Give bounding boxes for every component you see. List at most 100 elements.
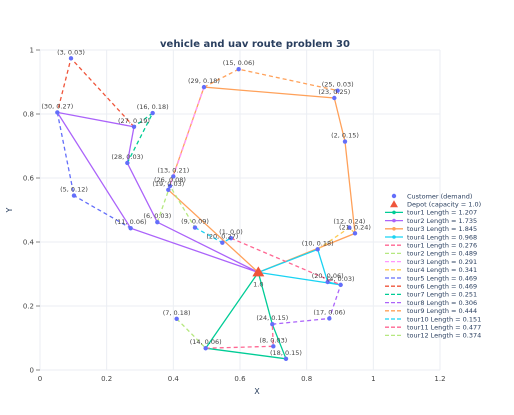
customer-point	[150, 110, 155, 116]
customer-label: (20, 0.06)	[312, 272, 344, 280]
customer-label: (19, 0.03)	[152, 180, 184, 188]
legend-item[interactable]: Depot (capacity = 1.0)	[390, 200, 481, 209]
legend-item[interactable]: tour11 Length = 0.477	[385, 324, 481, 332]
legend-item[interactable]: tour2 Length = 0.489	[385, 250, 477, 258]
customer-label: (17, 0.06)	[313, 308, 345, 316]
customer-label: (6, 0.03)	[143, 212, 171, 220]
x-tick-label: 0.6	[234, 375, 246, 383]
legend-label: tour2 Length = 0.489	[407, 250, 477, 258]
customer-label: (4, 0.03)	[327, 275, 355, 283]
customer-label: (23, 0.25)	[318, 88, 350, 96]
customer-label: (8, 0.03)	[259, 336, 287, 344]
legend-triangle-icon	[390, 200, 398, 208]
customer-point	[125, 160, 130, 166]
legend-label: tour6 Length = 0.469	[407, 283, 477, 291]
legend-label: tour1 Length = 1.207	[407, 209, 477, 217]
legend-item[interactable]: tour9 Length = 0.444	[385, 307, 477, 315]
y-axis-label: Y	[5, 207, 14, 213]
legend-item[interactable]: tour1 Length = 1.207	[385, 209, 477, 217]
customer-label: (2, 0.15)	[331, 132, 359, 140]
legend-label: tour10 Length = 0.151	[407, 315, 481, 323]
customer-point	[270, 322, 275, 327]
y-tick-label: 1	[30, 47, 34, 55]
customer-point	[236, 67, 241, 72]
x-axis-label: X	[254, 387, 260, 396]
x-tick-label: 0.2	[101, 375, 112, 383]
customer-point	[352, 231, 358, 236]
legend-label: tour11 Length = 0.477	[407, 324, 481, 332]
customer-label: (24, 0.15)	[256, 314, 288, 322]
legend-item[interactable]: tour6 Length = 0.469	[385, 283, 477, 291]
legend-item[interactable]: tour8 Length = 0.306	[385, 299, 477, 307]
legend-item[interactable]: tour7 Length = 0.251	[385, 291, 477, 299]
customer-point	[342, 139, 348, 144]
customer-point	[55, 110, 60, 115]
legend-item[interactable]: tour1 Length = 0.276	[385, 242, 477, 250]
customer-point	[315, 247, 320, 252]
y-tick-label: 0.6	[23, 175, 35, 183]
legend-item[interactable]: tour12 Length = 0.374	[385, 332, 481, 340]
legend-label: tour12 Length = 0.374	[407, 332, 481, 340]
x-tick-label: 0.4	[168, 375, 180, 383]
legend-dot-icon	[392, 218, 396, 223]
legend-item[interactable]: tour4 Length = 0.341	[385, 266, 477, 274]
y-tick-label: 0.4	[23, 239, 35, 247]
customer-point	[325, 279, 330, 285]
customer-point	[203, 346, 208, 351]
legend-item[interactable]: tour2 Length = 1.735	[385, 217, 477, 225]
legend-item[interactable]: Customer (demand)	[391, 192, 473, 200]
customer-label: (13, 0.21)	[157, 166, 189, 174]
axes: 0 0.2 0.4 0.6 0.8 1 1.2 0 0.2 0.4 0.6 0.8 1	[23, 47, 446, 384]
legend-item[interactable]: tour10 Length = 0.151	[385, 315, 481, 323]
customer-label: (7, 0.18)	[163, 309, 191, 317]
customer-point	[201, 84, 207, 90]
legend-item[interactable]: tour4 Length = 0.968	[385, 233, 477, 241]
legend-marker-icon	[391, 193, 397, 199]
customer-point	[128, 226, 133, 231]
x-tick-label: 0	[38, 375, 42, 383]
customer-label: (15, 0.06)	[223, 59, 255, 67]
customer-point	[335, 88, 340, 93]
legend-item[interactable]: tour3 Length = 1.845	[385, 225, 477, 233]
legend-label: tour4 Length = 0.968	[407, 233, 477, 241]
legend-label: tour8 Length = 0.306	[407, 299, 477, 307]
customer-label: (30, 0.27)	[41, 102, 73, 110]
legend-label: Customer (demand)	[407, 192, 472, 200]
legend-label: tour7 Length = 0.251	[407, 291, 477, 299]
legend-label: Depot (capacity = 1.0)	[407, 201, 481, 209]
customer-point	[332, 95, 337, 101]
customer-point	[220, 240, 225, 245]
depot-label: 1.0	[253, 280, 263, 288]
legend-label: tour3 Length = 1.845	[407, 225, 477, 233]
customer-label: (5, 0.12)	[60, 186, 88, 194]
customer-label: (1, 0.0)	[219, 228, 243, 236]
customer-label: (26, 0.08)	[154, 176, 186, 184]
customer-label: (16, 0.18)	[137, 103, 169, 111]
customer-label: (29, 0.18)	[188, 77, 220, 85]
customer-point	[271, 344, 276, 349]
route-line	[205, 324, 274, 349]
legend-item[interactable]: tour5 Length = 0.469	[385, 274, 477, 282]
customer-label: (10, 0.18)	[302, 239, 334, 247]
customer-point	[174, 316, 179, 321]
customer-label: (12, 0.24)	[333, 218, 365, 226]
customer-point	[71, 193, 77, 198]
legend[interactable]: Customer (demand)Depot (capacity = 1.0)t…	[385, 192, 481, 340]
legend-label: tour9 Length = 0.444	[407, 307, 477, 315]
customer-point	[338, 282, 343, 288]
customer-point	[283, 356, 289, 361]
customer-point	[347, 225, 352, 230]
customer-label: (3, 0.03)	[57, 48, 85, 56]
customer-point	[155, 219, 160, 225]
x-tick-label: 1.2	[434, 375, 445, 383]
customer-point	[166, 187, 171, 193]
y-tick-label: 0.2	[23, 303, 34, 311]
legend-item[interactable]: tour3 Length = 0.291	[385, 258, 477, 266]
point-labels: (3, 0.03) (30, 0.27) (5, 0.12) (27, 0.19) (1…	[41, 48, 371, 356]
customer-label: (28, 0.03)	[111, 153, 143, 161]
customer-point	[327, 316, 332, 321]
x-tick-label: 1	[371, 375, 375, 383]
legend-dot-icon	[392, 235, 396, 239]
legend-label: tour2 Length = 1.735	[407, 217, 477, 225]
